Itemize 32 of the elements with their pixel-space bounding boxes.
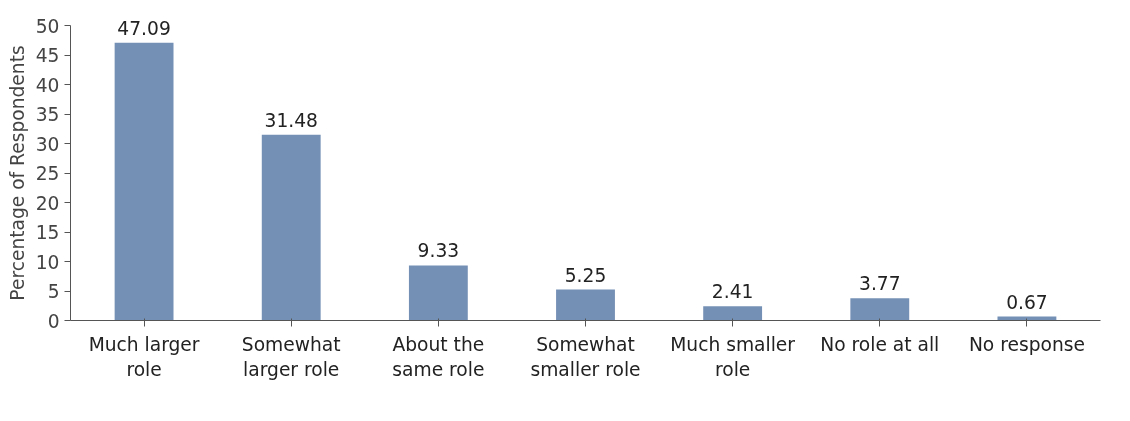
data-label: 9.33 <box>417 240 460 262</box>
x-tick-label: Much smaller role <box>670 333 796 380</box>
data-label: 0.67 <box>1006 291 1048 313</box>
x-tick-label: No role at all <box>820 333 940 355</box>
bar <box>114 42 174 321</box>
y-tick-label: 30 <box>35 133 60 155</box>
y-tick-label: 45 <box>35 45 60 66</box>
y-tick-label: 50 <box>35 15 60 37</box>
bar <box>408 265 468 321</box>
y-tick-label: 5 <box>47 281 60 302</box>
data-label: 5.25 <box>564 264 607 286</box>
y-tick-label: 15 <box>35 222 60 243</box>
y-tick-label: 40 <box>35 74 60 96</box>
x-tick-label: No response <box>968 333 1085 355</box>
y-tick-label: 25 <box>35 163 60 184</box>
bar <box>703 306 763 321</box>
y-tick-label: 20 <box>35 192 60 214</box>
data-label: 3.77 <box>859 273 901 295</box>
y-tick-label: 35 <box>35 104 60 125</box>
x-tick-label: About the same role <box>392 333 485 380</box>
bar <box>556 289 615 321</box>
x-tick-label: Somewhat smaller role <box>530 333 641 380</box>
y-axis-title: Percentage of Respondents <box>6 45 28 301</box>
x-tick-label: Somewhat larger role <box>241 333 341 380</box>
y-tick-label: 0 <box>47 310 60 332</box>
bar <box>850 298 910 321</box>
y-tick-label: 10 <box>35 251 60 273</box>
x-tick-label: Much larger role <box>88 333 200 380</box>
bar <box>261 134 321 321</box>
data-label: 31.48 <box>264 109 318 131</box>
data-label: 2.41 <box>711 281 754 303</box>
data-label: 47.09 <box>117 17 171 39</box>
